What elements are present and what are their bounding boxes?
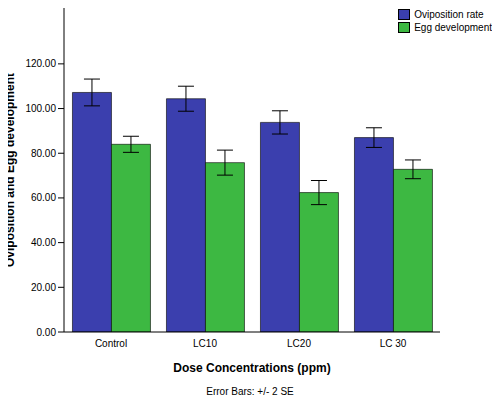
svg-text:Control: Control xyxy=(95,338,127,349)
html-text:Oviposition rate: Oviposition rate xyxy=(414,9,484,20)
svg-text:Dose Concentrations (ppm): Dose Concentrations (ppm) xyxy=(173,361,330,375)
svg-text:LC10: LC10 xyxy=(193,338,217,349)
svg-text:60.00: 60.00 xyxy=(31,192,56,203)
svg-text:LC20: LC20 xyxy=(287,338,311,349)
svg-text:0.00: 0.00 xyxy=(37,327,57,338)
html-text:Egg development: Egg development xyxy=(414,22,492,33)
svg-text:100.00: 100.00 xyxy=(25,103,56,114)
svg-text:120.00: 120.00 xyxy=(25,58,56,69)
svg-text:80.00: 80.00 xyxy=(31,148,56,159)
svg-text:20.00: 20.00 xyxy=(31,282,56,293)
svg-text:40.00: 40.00 xyxy=(31,237,56,248)
svg-text:LC 30: LC 30 xyxy=(380,338,407,349)
html-text:Error Bars: +/- 2 SE: Error Bars: +/- 2 SE xyxy=(206,386,294,397)
svg-text:Oviposition and Egg developmen: Oviposition and Egg development xyxy=(8,73,17,267)
